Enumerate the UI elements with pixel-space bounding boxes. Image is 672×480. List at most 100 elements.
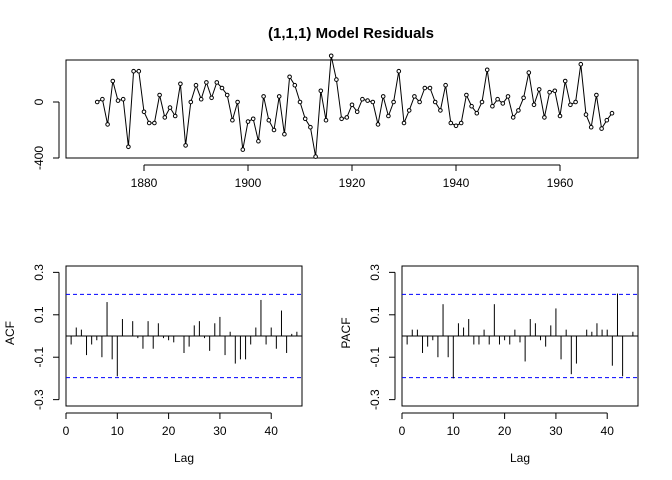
data-point bbox=[219, 85, 225, 91]
data-point bbox=[188, 99, 194, 105]
data-point bbox=[266, 117, 272, 123]
x-tick-label: 40 bbox=[265, 424, 279, 438]
data-point bbox=[458, 120, 464, 126]
data-point bbox=[401, 120, 407, 126]
data-point bbox=[198, 96, 204, 102]
data-point bbox=[172, 113, 178, 119]
data-point bbox=[427, 85, 433, 91]
data-point bbox=[557, 113, 563, 119]
y-tick-label: -0.1 bbox=[32, 347, 46, 368]
pacf-x-axis-label: Lag bbox=[510, 451, 530, 465]
y-tick-label: 0.3 bbox=[368, 264, 382, 281]
data-point bbox=[328, 53, 334, 59]
data-point bbox=[490, 103, 495, 109]
data-point bbox=[344, 115, 350, 120]
data-point bbox=[386, 113, 391, 119]
data-point bbox=[495, 96, 500, 102]
data-point bbox=[516, 108, 521, 113]
data-point bbox=[136, 68, 142, 74]
x-tick-label: 20 bbox=[162, 424, 176, 438]
data-point bbox=[115, 98, 121, 103]
y-tick-label: -0.3 bbox=[32, 389, 46, 410]
data-point bbox=[583, 112, 589, 117]
data-point bbox=[245, 119, 251, 124]
data-point bbox=[500, 101, 506, 106]
acf-x-axis-label: Lag bbox=[174, 451, 194, 465]
data-point bbox=[573, 99, 578, 105]
data-point bbox=[167, 105, 173, 110]
data-point bbox=[261, 94, 266, 99]
pacf-y-axis-label: PACF bbox=[339, 317, 353, 348]
data-point bbox=[417, 99, 422, 105]
pacf-panel: 0 10 20 30 40 -0.3 -0.1 0.1 0.3 bbox=[368, 264, 639, 438]
x-tick-label: 10 bbox=[111, 424, 125, 438]
data-point bbox=[360, 96, 365, 102]
data-point bbox=[308, 124, 313, 130]
data-point bbox=[547, 89, 552, 95]
data-point bbox=[510, 115, 516, 120]
data-point bbox=[542, 115, 547, 120]
y-tick-label: -0.3 bbox=[368, 389, 382, 410]
data-point bbox=[521, 95, 526, 101]
data-point bbox=[406, 108, 412, 113]
data-point bbox=[443, 82, 448, 88]
x-tick-label: 1900 bbox=[235, 176, 262, 190]
x-tick-label: 1940 bbox=[443, 176, 470, 190]
y-tick-label: 0.1 bbox=[368, 306, 382, 323]
x-tick-label: 1960 bbox=[547, 176, 574, 190]
data-point bbox=[100, 96, 105, 102]
data-point bbox=[282, 131, 287, 137]
y-tick-label: 0 bbox=[32, 98, 46, 105]
data-point bbox=[578, 61, 584, 67]
data-point bbox=[479, 99, 485, 105]
data-point bbox=[318, 88, 324, 94]
data-point bbox=[464, 92, 469, 98]
data-point bbox=[178, 81, 183, 87]
data-point bbox=[349, 102, 355, 108]
data-point bbox=[297, 99, 303, 105]
data-point bbox=[375, 122, 381, 127]
data-point bbox=[302, 116, 308, 122]
x-tick-label: 40 bbox=[601, 424, 615, 438]
y-tick-label: -400 bbox=[32, 146, 46, 170]
data-point bbox=[162, 115, 168, 120]
data-point bbox=[536, 87, 542, 92]
data-point bbox=[526, 70, 532, 75]
data-point bbox=[380, 94, 386, 99]
data-point bbox=[552, 88, 558, 94]
y-tick-label: 0.3 bbox=[32, 264, 46, 281]
residuals-panel: 1880 1900 1920 1940 1960 -400 0 bbox=[32, 53, 639, 190]
data-point bbox=[126, 144, 131, 150]
data-point bbox=[276, 94, 282, 99]
data-point bbox=[224, 92, 230, 98]
data-point bbox=[484, 67, 490, 73]
data-point bbox=[183, 143, 188, 148]
data-point bbox=[209, 95, 214, 101]
data-point bbox=[146, 120, 152, 126]
data-point bbox=[204, 80, 209, 85]
data-point bbox=[313, 154, 318, 159]
y-tick-label: 0.1 bbox=[32, 306, 46, 323]
data-point bbox=[230, 117, 235, 123]
data-point bbox=[339, 116, 344, 122]
data-point bbox=[562, 78, 568, 84]
data-point bbox=[334, 77, 339, 82]
data-point bbox=[604, 117, 610, 123]
data-point bbox=[105, 122, 110, 127]
data-point bbox=[469, 103, 474, 109]
data-point bbox=[287, 74, 292, 80]
x-tick-label: 10 bbox=[447, 424, 461, 438]
data-point bbox=[256, 138, 261, 144]
data-point bbox=[323, 117, 329, 123]
data-point bbox=[240, 147, 246, 152]
data-point bbox=[391, 99, 396, 105]
data-point bbox=[365, 98, 370, 103]
data-point bbox=[453, 123, 459, 129]
data-point bbox=[599, 126, 604, 131]
x-tick-label: 1880 bbox=[131, 176, 158, 190]
data-point bbox=[250, 116, 256, 122]
x-tick-label: 30 bbox=[549, 424, 563, 438]
x-tick-label: 0 bbox=[63, 424, 70, 438]
data-point bbox=[448, 120, 454, 126]
x-tick-label: 20 bbox=[498, 424, 512, 438]
